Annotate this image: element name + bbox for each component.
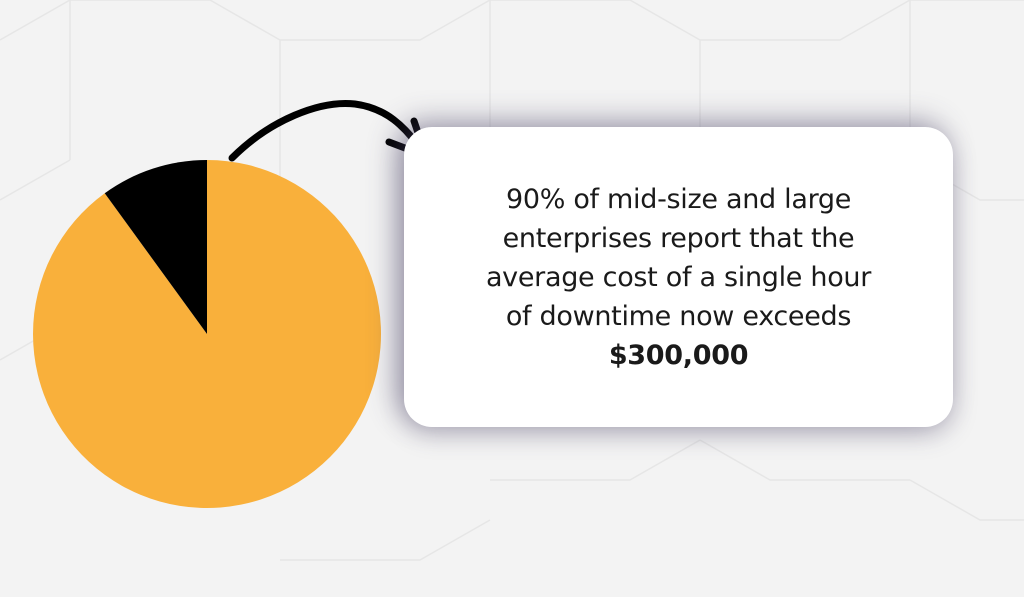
callout-line: of downtime now exceeds [505,300,852,332]
callout-line: 90% of mid-size and large [505,183,852,215]
callout-card: 90% of mid-size and large enterprises re… [404,127,953,427]
callout-line: average cost of a single hour [485,261,872,293]
callout-highlight: $300,000 [608,339,749,371]
callout-line: enterprises report that the [502,222,855,254]
pie-slice-0 [32,160,381,508]
pie-slice-1 [104,160,207,334]
curved-arrow-icon [228,100,430,162]
